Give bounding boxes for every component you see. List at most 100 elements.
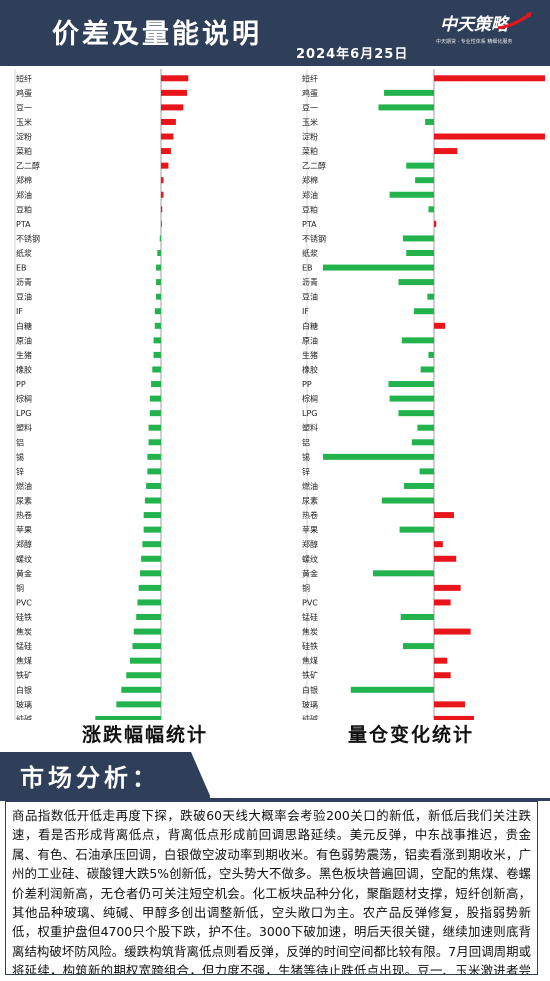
vp-category-label: PP <box>302 380 312 389</box>
pc-category-label: IF <box>16 307 23 316</box>
vp-bar <box>417 424 434 431</box>
pc-category-label: 纸浆 <box>16 248 32 258</box>
vp-category-label: 菜粕 <box>302 146 318 156</box>
vp-category-label: 郑油 <box>302 190 318 200</box>
pc-category-label: 菜粕 <box>16 146 32 156</box>
vp-category-label: 白糖 <box>302 321 318 331</box>
pc-bar <box>132 643 161 650</box>
vp-bar <box>350 686 434 693</box>
vp-bar <box>427 293 434 300</box>
vp-category-label: 白银 <box>302 685 318 695</box>
pc-bar <box>154 308 161 315</box>
pc-bar <box>157 250 161 256</box>
pc-category-label: 白糖 <box>16 321 32 331</box>
pc-bar <box>161 220 162 227</box>
pc-category-label: 热卷 <box>16 510 32 520</box>
pc-category-label: 焦炭 <box>16 627 32 637</box>
pc-category-label: 玉米 <box>16 117 32 127</box>
pc-category-label: 橡胶 <box>16 364 32 374</box>
pc-bar <box>161 104 184 111</box>
pc-bar <box>161 191 164 198</box>
vp-category-label: 淀粉 <box>302 132 318 142</box>
pc-category-label: 焦煤 <box>16 656 32 666</box>
vp-bar <box>398 279 434 286</box>
vp-category-label: IF <box>302 307 309 316</box>
vp-bar <box>399 526 434 533</box>
vp-category-label: 橡胶 <box>302 364 318 374</box>
vp-category-label: 铝 <box>302 437 310 447</box>
logo-swoosh-icon <box>497 12 532 30</box>
vp-category-label: 玉米 <box>302 117 318 127</box>
vp-bar <box>434 657 448 664</box>
pc-bar <box>159 235 161 242</box>
pc-bar <box>143 526 161 533</box>
pc-category-label: 短纤 <box>16 73 32 83</box>
pc-bar <box>161 75 189 82</box>
vp-bar <box>428 351 434 358</box>
vp-category-label: 尿素 <box>302 496 318 506</box>
vp-bar <box>389 395 434 402</box>
pc-bar <box>156 264 161 271</box>
price-change-chart-title: 涨跌幅幅统计 <box>82 724 209 746</box>
pc-category-label: 郑油 <box>16 190 32 200</box>
pc-category-label: 原油 <box>16 335 32 345</box>
section-title: 市场分析： <box>20 763 160 792</box>
vp-bar <box>428 206 434 213</box>
pc-category-label: 纯碱 <box>16 714 32 720</box>
vp-bar <box>378 104 434 111</box>
pc-category-label: 生猪 <box>16 350 32 360</box>
pc-bar <box>137 599 161 606</box>
vp-bar <box>434 701 466 708</box>
header-banner: 价差及量能说明 2024年6月25日 中天策略 中天期货 · 专业性体系 精细化… <box>0 0 550 66</box>
pc-category-label: 淀粉 <box>16 132 32 142</box>
pc-bar <box>146 482 161 489</box>
pc-bar <box>156 279 161 286</box>
pc-category-label: 尿素 <box>16 496 32 506</box>
pc-bar <box>143 512 161 519</box>
pc-bar <box>161 162 169 169</box>
vp-category-label: 纯碱 <box>302 714 318 720</box>
pc-category-label: 鸡蛋 <box>16 88 32 98</box>
pc-bar <box>116 701 161 708</box>
pc-category-label: 白银 <box>16 685 32 695</box>
vp-bar <box>434 541 443 548</box>
vp-bar <box>398 410 434 417</box>
pc-bar <box>147 453 161 460</box>
vp-category-label: 热卷 <box>302 510 318 520</box>
vp-bar <box>323 453 434 460</box>
vp-bar <box>400 614 434 620</box>
vp-category-label: PTA <box>302 220 317 229</box>
pc-category-label: 塑料 <box>16 423 32 433</box>
pc-bar <box>161 118 176 125</box>
pc-category-label: PTA <box>16 220 31 229</box>
vp-bar <box>402 235 434 242</box>
vp-bar <box>384 89 434 96</box>
pc-category-label: PP <box>16 380 26 389</box>
brand-logo: 中天策略 中天期货 · 专业性体系 精细化服务 <box>436 10 540 50</box>
vp-bar <box>425 118 434 125</box>
pc-bar <box>161 177 164 184</box>
vp-bar <box>434 75 545 82</box>
vp-bar <box>420 366 434 373</box>
pc-bar <box>141 555 161 562</box>
vp-category-label: 锌 <box>302 466 310 476</box>
page-title: 价差及量能说明 <box>52 19 262 50</box>
pc-bar <box>152 366 161 373</box>
logo-text: 中天策略 <box>440 15 508 35</box>
pc-bar <box>153 337 161 344</box>
pc-category-label: 沥青 <box>16 277 32 287</box>
vp-category-label: PVC <box>302 598 318 607</box>
vp-category-label: 沥青 <box>302 277 318 287</box>
vp-category-label: 短纤 <box>302 73 318 83</box>
vp-category-label: 锡 <box>302 453 310 462</box>
pc-bar <box>149 410 161 417</box>
pc-bar <box>147 468 161 475</box>
vp-category-label: 棕榈 <box>302 394 318 404</box>
vp-category-label: 鸡蛋 <box>302 88 318 98</box>
pc-category-label: 铝 <box>16 437 24 447</box>
analysis-box: 商品指数低开低走再度下探，跌破60天线大概率会考验200关口的新低，新低后我们关… <box>5 801 538 975</box>
vp-category-label: 铁矿 <box>302 670 318 680</box>
pc-bar <box>144 497 161 504</box>
vp-category-label: 原油 <box>302 335 318 345</box>
vp-bar <box>434 220 437 227</box>
